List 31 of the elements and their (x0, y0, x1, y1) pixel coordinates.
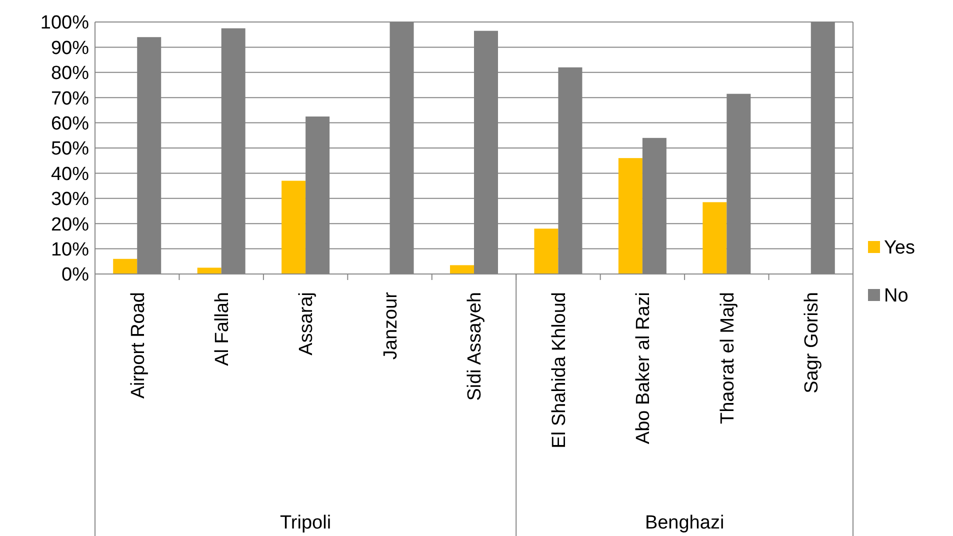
bar (702, 202, 727, 274)
y-tick-label: 100% (40, 12, 90, 34)
y-tick-label: 0% (62, 264, 90, 286)
x-tick-label: El Shahida Khloud (548, 292, 570, 448)
y-tick-label: 50% (50, 138, 90, 160)
text: Benghazi (644, 512, 724, 534)
x-tick-label: Thaorat el Majd (717, 292, 738, 424)
y-tick-label: 60% (50, 113, 90, 134)
bar (450, 265, 474, 274)
y-tick-label: 80% (50, 63, 90, 84)
legend-label: Yes (884, 238, 915, 259)
bar (197, 268, 222, 274)
x-tick-label: Airport Road (128, 292, 149, 399)
x-tick-label: Abo Baker al Razi (633, 292, 654, 444)
x-tick-label: Assaraj (296, 292, 318, 356)
bar (534, 228, 558, 274)
y-tick-label: 90% (50, 38, 90, 59)
text: Tripoli (280, 512, 332, 534)
y-tick-label: 40% (50, 164, 90, 185)
x-tick-label: Janzour (380, 291, 402, 360)
x-tick-label: Al Fallah (212, 292, 233, 366)
y-tick-label: 70% (50, 88, 90, 110)
bar (618, 158, 642, 274)
bar (282, 180, 306, 274)
legend-label: No (884, 286, 908, 307)
y-tick-label: 10% (50, 239, 90, 260)
x-tick-label: Sidi Assayeh (464, 292, 486, 401)
y-tick-label: 20% (50, 214, 90, 236)
bar (113, 258, 138, 274)
x-tick-label: Sagr Gorish (802, 292, 823, 394)
y-tick-label: 30% (50, 189, 90, 210)
